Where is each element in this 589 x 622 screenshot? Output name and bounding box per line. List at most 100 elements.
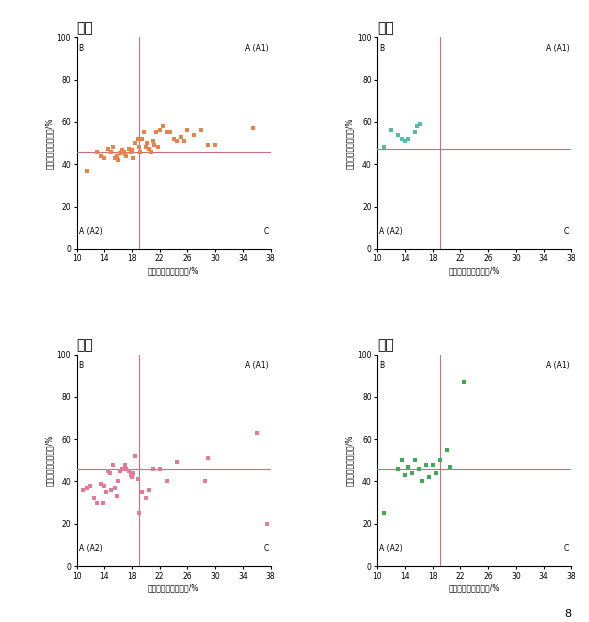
Point: [98, 498, 108, 508]
X-axis label: 人本视角街道绿视率/%: 人本视角街道绿视率/%: [449, 266, 500, 275]
Point: [131, 138, 140, 148]
Point: [141, 142, 151, 152]
Point: [128, 153, 138, 163]
Point: [413, 121, 422, 131]
Point: [108, 142, 117, 152]
Point: [176, 132, 185, 142]
Point: [108, 460, 117, 470]
Point: [133, 475, 143, 485]
Point: [115, 147, 124, 157]
Point: [432, 468, 441, 478]
X-axis label: 人本视角街道绿视率/%: 人本视角街道绿视率/%: [148, 266, 199, 275]
Text: C: C: [564, 227, 569, 236]
Point: [135, 147, 145, 157]
Point: [397, 455, 406, 465]
Text: 8: 8: [564, 609, 571, 619]
Text: A (A2): A (A2): [79, 227, 102, 236]
Point: [134, 142, 144, 152]
Point: [119, 464, 128, 474]
Point: [204, 140, 213, 150]
Point: [173, 457, 182, 467]
Point: [404, 134, 413, 144]
Point: [393, 129, 403, 139]
Point: [117, 464, 126, 474]
Point: [122, 151, 131, 160]
Point: [401, 470, 410, 480]
Point: [120, 460, 130, 470]
Point: [110, 153, 120, 163]
Text: 成都: 成都: [77, 21, 93, 35]
Point: [103, 466, 112, 476]
X-axis label: 人本视角街道绿视率/%: 人本视角街道绿视率/%: [148, 583, 199, 592]
Point: [210, 140, 220, 150]
Point: [101, 487, 110, 497]
Point: [141, 493, 151, 503]
Point: [263, 519, 272, 529]
Point: [96, 151, 105, 160]
Point: [128, 468, 138, 478]
Point: [155, 126, 164, 136]
Text: A (A1): A (A1): [245, 44, 269, 53]
Point: [92, 147, 102, 157]
Point: [397, 134, 406, 144]
Point: [173, 136, 182, 146]
Point: [107, 485, 116, 495]
Point: [105, 468, 114, 478]
Point: [143, 138, 152, 148]
Text: C: C: [564, 544, 569, 554]
Y-axis label: 鸟瞰视角绿化覆盖率/%: 鸟瞰视角绿化覆盖率/%: [346, 435, 355, 486]
Point: [401, 136, 410, 146]
Point: [126, 470, 135, 480]
Point: [445, 462, 455, 471]
Point: [145, 144, 154, 154]
Point: [162, 128, 171, 137]
Point: [386, 126, 396, 136]
Text: A (A1): A (A1): [545, 44, 569, 53]
Text: B: B: [379, 361, 385, 370]
Point: [110, 483, 120, 493]
Point: [112, 151, 121, 160]
Point: [183, 126, 192, 136]
Point: [414, 464, 423, 474]
Y-axis label: 鸟瞰视角绿化覆盖率/%: 鸟瞰视角绿化覆盖率/%: [45, 118, 54, 169]
Point: [154, 142, 163, 152]
Text: 武汉: 武汉: [77, 338, 93, 352]
Point: [148, 136, 157, 146]
Point: [120, 149, 130, 159]
Point: [140, 128, 149, 137]
Point: [107, 147, 116, 157]
Point: [179, 136, 188, 146]
Point: [114, 476, 123, 486]
X-axis label: 人本视角街道绿视率/%: 人本视角街道绿视率/%: [449, 583, 500, 592]
Point: [127, 472, 137, 482]
Point: [100, 481, 109, 491]
Point: [138, 134, 147, 144]
Point: [169, 134, 178, 144]
Text: A (A1): A (A1): [545, 361, 569, 370]
Point: [103, 144, 112, 154]
Point: [416, 119, 425, 129]
Text: C: C: [263, 544, 269, 554]
Point: [131, 451, 140, 461]
Point: [124, 466, 133, 476]
Point: [249, 123, 258, 133]
Point: [435, 455, 444, 465]
Text: A (A2): A (A2): [379, 227, 403, 236]
Point: [418, 476, 427, 486]
Point: [252, 428, 262, 438]
Text: B: B: [79, 44, 84, 53]
Point: [407, 468, 416, 478]
Point: [393, 464, 403, 474]
Text: 昆明: 昆明: [378, 21, 394, 35]
Point: [151, 128, 161, 137]
Point: [138, 487, 147, 497]
Point: [155, 464, 164, 474]
Text: 南昌: 南昌: [378, 338, 394, 352]
Point: [145, 485, 154, 495]
Text: A (A2): A (A2): [379, 544, 403, 554]
Text: A (A2): A (A2): [79, 544, 102, 554]
Point: [86, 481, 95, 491]
Point: [204, 453, 213, 463]
Point: [119, 147, 128, 157]
Point: [92, 498, 102, 508]
